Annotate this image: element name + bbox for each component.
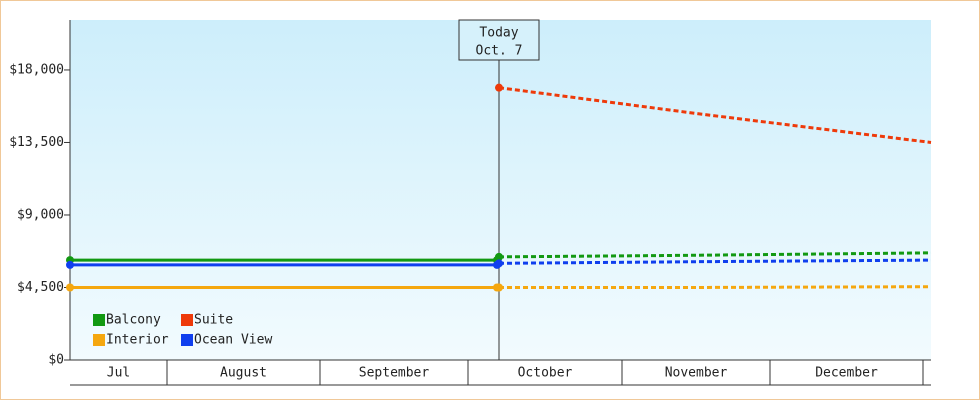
point [495, 83, 503, 92]
legend-label: Ocean View [194, 333, 272, 348]
legend-swatch [181, 314, 193, 326]
legend-label: Interior [106, 333, 169, 348]
point [495, 259, 503, 268]
forecast-line [498, 86, 932, 144]
x-tick-label: October [518, 366, 573, 381]
point [495, 283, 503, 292]
x-tick-label: November [665, 366, 728, 381]
today-box [458, 19, 540, 61]
x-tick-label: Jul [107, 366, 130, 381]
legend-label: Suite [194, 313, 233, 328]
y-tick-label: $13,500 [9, 135, 64, 150]
x-tick-label: September [359, 366, 430, 381]
legend-swatch [93, 314, 105, 326]
today-label: Oct. 7 [476, 44, 523, 59]
legend-swatch [181, 334, 193, 346]
point [66, 283, 74, 292]
forecast-line [498, 258, 932, 265]
legend-label: Balcony [106, 313, 161, 328]
today-label: Today [479, 26, 518, 41]
plot-area [70, 20, 931, 360]
y-tick-label: $4,500 [17, 280, 64, 295]
point [66, 260, 74, 269]
x-tick-label: August [220, 366, 267, 381]
y-tick-label: $18,000 [9, 62, 64, 77]
legend-swatch [93, 334, 105, 346]
point [495, 252, 503, 261]
x-tick-label: December [815, 366, 878, 381]
y-tick-label: $9,000 [17, 207, 64, 222]
forecast-line [498, 251, 932, 259]
y-tick-label: $0 [48, 353, 64, 368]
forecast-line [499, 285, 932, 289]
